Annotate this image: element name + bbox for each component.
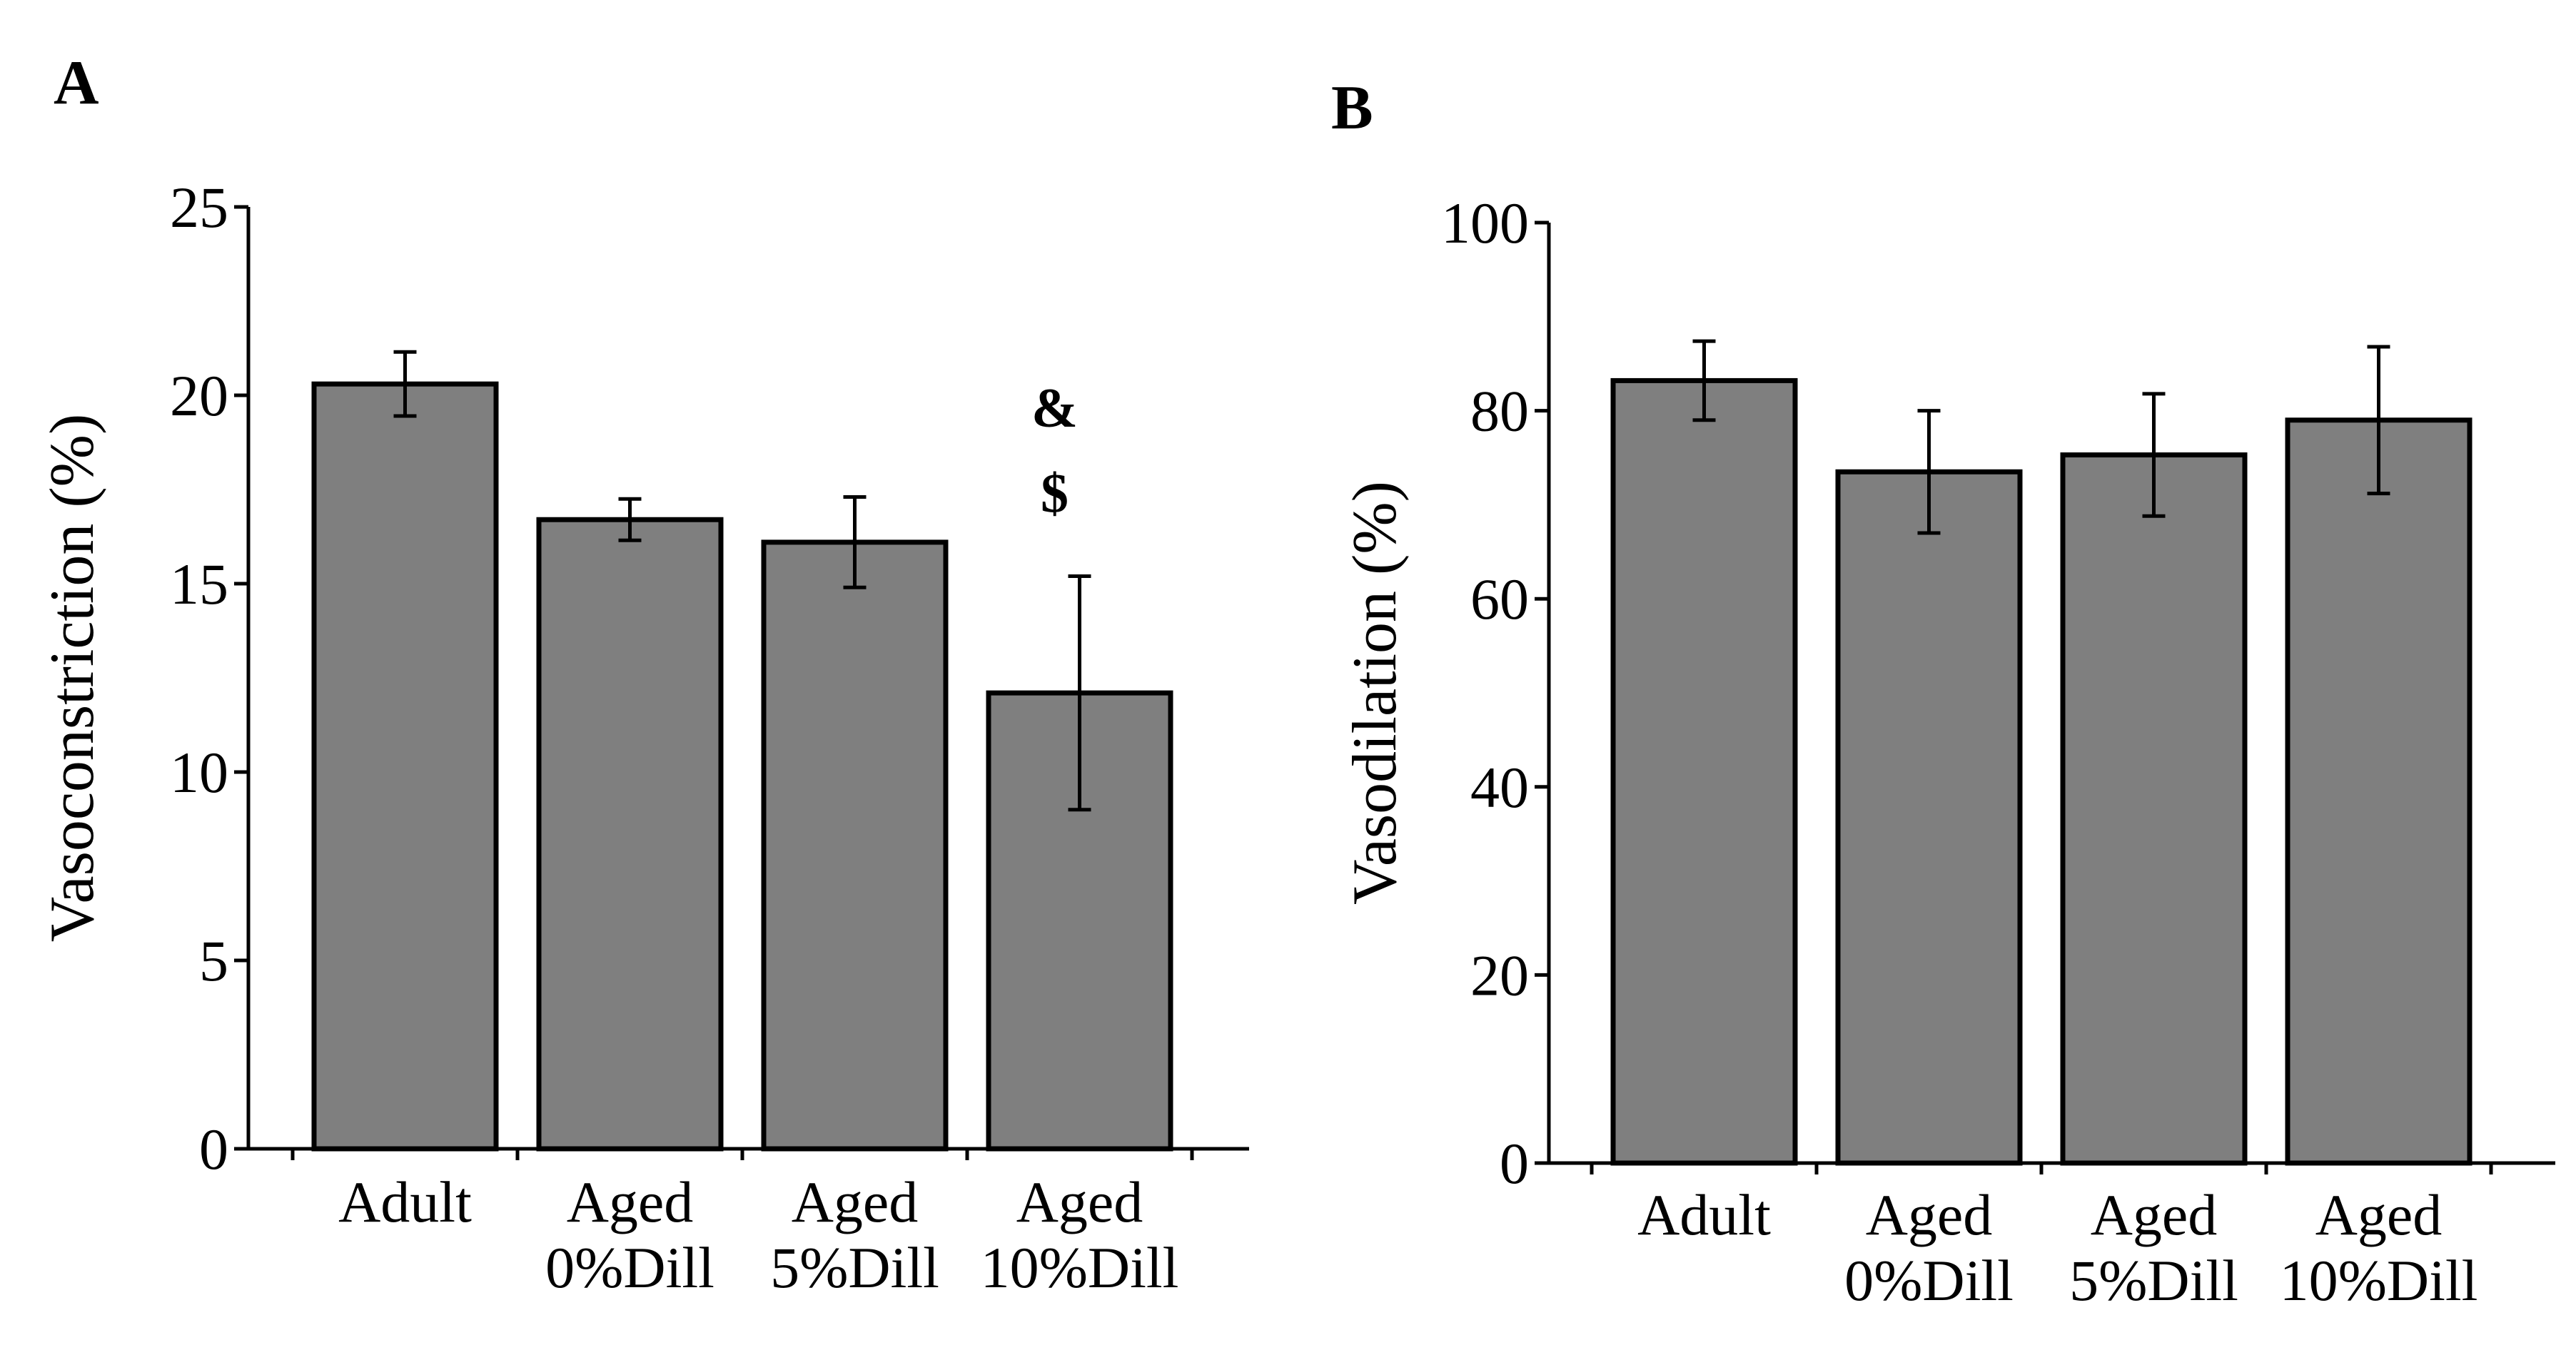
panel-b-y-tick-label-0: 0 [1500, 1131, 1529, 1196]
panel-b-y-axis-title: Vasodilation (%) [1340, 481, 1410, 905]
panel-a-annotation-0-0: & [1031, 376, 1078, 438]
panel-b-y-tick-label-5: 100 [1441, 191, 1529, 255]
panel-b-bar-1 [1835, 469, 2023, 1166]
panel-a-category-label-2-0: Aged [792, 1169, 919, 1234]
panel-b-y-tick-label-3: 60 [1470, 567, 1529, 631]
panel-a-annotation-0-1: $ [1041, 462, 1069, 524]
panel-a-y-axis-title: Vasoconstriction (%) [38, 414, 107, 942]
panel-b-category-label-0-0: Adult [1637, 1182, 1771, 1247]
panel-a-bar-2 [761, 539, 949, 1152]
panel-a-category-label-1-1: 0%Dill [545, 1235, 714, 1300]
panel-a-category-label-3-0: Aged [1016, 1169, 1143, 1234]
panel-a-bar-0 [311, 381, 499, 1152]
panel-a-bar-1 [536, 517, 724, 1152]
panel-b-y-tick-label-1: 20 [1470, 943, 1529, 1008]
panel-b-bar-2 [2060, 452, 2248, 1166]
panel-a-label: A [54, 49, 99, 118]
panel-b-category-label-1-0: Aged [1866, 1182, 1993, 1247]
panel-b-category-label-2-0: Aged [2091, 1182, 2218, 1247]
panel-b-category-label-1-1: 0%Dill [1844, 1248, 2014, 1313]
panel-a-y-tick-label-4: 20 [170, 363, 228, 428]
panel-a-category-label-3-1: 10%Dill [981, 1235, 1179, 1300]
panel-b-category-label-3-1: 10%Dill [2280, 1248, 2478, 1313]
panel-a-vasoconstriction-chart: A Vasoconstriction (%) 0 5 10 15 20 25 Adult Aged… [38, 49, 1249, 1300]
panel-a-y-tick-label-2: 10 [170, 740, 228, 805]
panel-a-y-tick-label-3: 15 [170, 552, 228, 616]
panel-b-bar-0 [1610, 377, 1798, 1166]
panel-a-category-label-2-1: 5%Dill [770, 1235, 939, 1300]
panel-a-y-tick-label-0: 0 [199, 1117, 228, 1182]
panel-b-bar-3 [2285, 417, 2473, 1166]
panel-a-y-tick-label-1: 5 [199, 928, 228, 993]
panel-b-category-label-2-1: 5%Dill [2069, 1248, 2238, 1313]
panel-b-y-tick-label-4: 80 [1470, 379, 1529, 444]
panel-a-y-tick-label-5: 25 [170, 175, 228, 240]
panel-b-category-label-3-0: Aged [2315, 1182, 2443, 1247]
panel-b-y-tick-label-2: 40 [1470, 755, 1529, 820]
panel-b-label: B [1331, 73, 1373, 143]
panel-a-category-label-1-0: Aged [567, 1169, 694, 1234]
panel-a-category-label-0-0: Adult [338, 1169, 472, 1234]
